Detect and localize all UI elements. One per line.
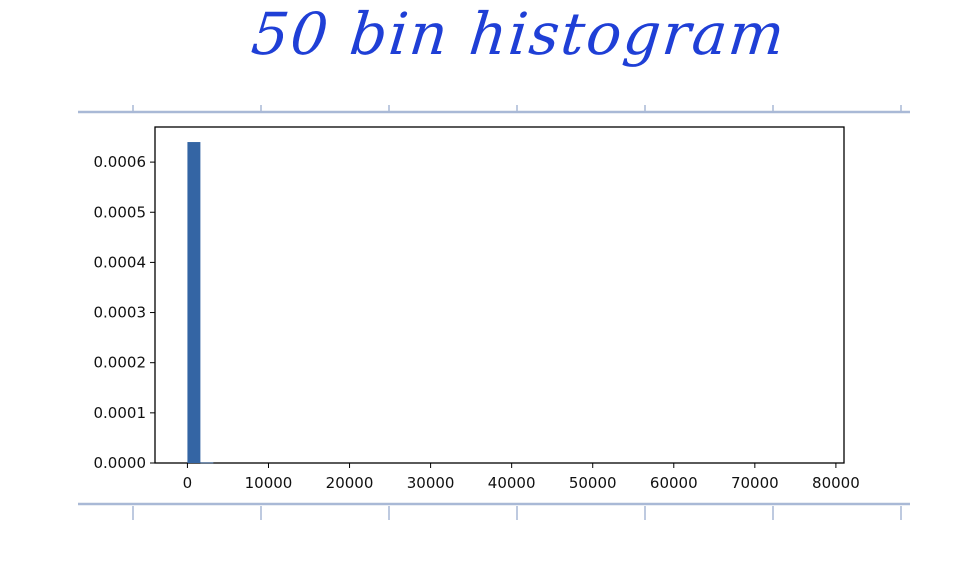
- x-tick-label: 60000: [650, 474, 698, 492]
- plot-area: [154, 126, 845, 464]
- x-tick-label: 50000: [569, 474, 617, 492]
- y-tick-label: 0.0006: [94, 153, 147, 171]
- y-tick-label: 0.0000: [94, 454, 147, 472]
- x-tick-label: 30000: [407, 474, 455, 492]
- x-tick-label: 20000: [326, 474, 374, 492]
- y-tick-label: 0.0002: [94, 354, 147, 372]
- y-tick-label: 0.0003: [94, 304, 147, 322]
- x-axis: 0 10000 20000 30000 40000 50000 60000 70000 8000…: [183, 463, 860, 492]
- histogram-bar: [200, 462, 214, 464]
- x-tick-label: 80000: [812, 474, 860, 492]
- y-axis: 0.0000 0.0001 0.0002 0.0003 0.0004 0.0005 0.00…: [94, 153, 155, 472]
- plot-frame: [154, 126, 845, 464]
- y-tick-label: 0.0004: [94, 253, 147, 271]
- x-tick-label: 10000: [245, 474, 293, 492]
- x-tick-label: 0: [183, 474, 193, 492]
- histogram-bars: [187, 142, 214, 464]
- x-tick-label: 40000: [488, 474, 536, 492]
- y-tick-label: 0.0005: [94, 203, 147, 221]
- x-tick-label: 70000: [731, 474, 779, 492]
- histogram-bar: [187, 142, 201, 463]
- y-tick-label: 0.0001: [94, 404, 147, 422]
